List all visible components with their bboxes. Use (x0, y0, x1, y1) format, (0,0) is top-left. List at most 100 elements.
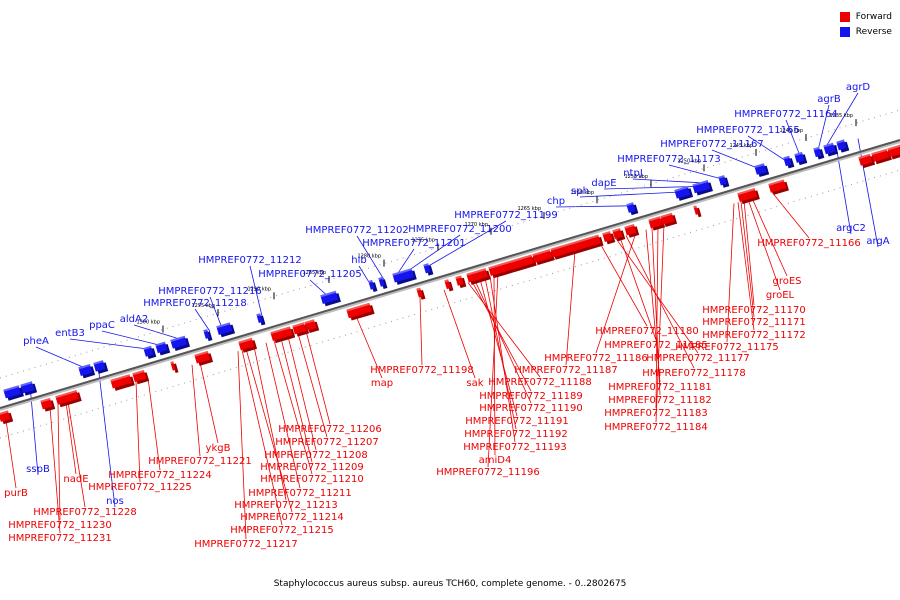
leader-line (191, 364, 201, 457)
gene-label-hmpref0772-11188: HMPREF0772_11188 (488, 377, 591, 388)
gene-label-hmpref0772-11187: HMPREF0772_11187 (514, 365, 617, 376)
leader-line (555, 205, 633, 208)
gene-label-map: map (371, 378, 393, 389)
forward-gene-block (693, 205, 702, 218)
leader-line (479, 278, 518, 417)
forward-gene-block (532, 249, 555, 266)
leader-line (249, 265, 263, 317)
gene-label-hmpref0772-11165: HMPREF0772_11165 (696, 125, 799, 136)
leader-line (133, 324, 183, 341)
leader-line (65, 402, 77, 475)
leader-line (645, 229, 661, 383)
reverse-gene-block (378, 276, 388, 290)
forward-gene-block (858, 153, 876, 169)
leader-line (426, 220, 507, 268)
gene-label-alda2: aldA2 (120, 314, 148, 325)
gene-label-chp: chp (547, 196, 565, 207)
reverse-gene-block (718, 175, 730, 188)
reverse-gene-block (823, 142, 839, 157)
leader-line (619, 237, 657, 341)
gene-label-hmpref0772-11199: HMPREF0772_11199 (454, 210, 557, 221)
leader-line (209, 296, 223, 329)
leader-line (579, 191, 679, 198)
reverse-gene-block (754, 163, 770, 178)
gene-label-hmpref0772-11185: HMPREF0772_11185 (604, 340, 707, 351)
forward-gene-block (280, 326, 296, 341)
leader-line (265, 342, 301, 489)
leader-line (253, 346, 287, 501)
kbp-tick-label: 1260 kbp (570, 190, 594, 196)
leader-line (471, 281, 532, 392)
forward-gene-block (110, 374, 135, 391)
forward-gene-block (488, 260, 517, 279)
leader-line (785, 119, 801, 156)
gene-label-hmpref0772-11209: HMPREF0772_11209 (260, 462, 363, 473)
gene-label-hmpref0772-11189: HMPREF0772_11189 (479, 391, 582, 402)
leader-line (824, 92, 859, 149)
leader-line (67, 401, 86, 508)
gene-label-hmpref0772-11224: HMPREF0772_11224 (108, 470, 211, 481)
gene-label-hmpref0772-11205: HMPREF0772_11205 (258, 269, 361, 280)
kbp-tick-label: 1250 kbp (677, 158, 701, 164)
reverse-gene-block (794, 151, 808, 166)
gene-label-hmpref0772-11215: HMPREF0772_11215 (230, 525, 333, 536)
gene-label-phea: pheA (23, 336, 49, 347)
kbp-tick-label: 1290 kbp (247, 286, 271, 292)
gene-label-hmpref0772-11198: HMPREF0772_11198 (370, 365, 473, 376)
gene-label-hmpref0772-11177: HMPREF0772_11177 (646, 353, 749, 364)
gene-label-agrb: agrB (817, 94, 841, 105)
reverse-gene-block (93, 360, 109, 374)
legend-item-forward: Forward (839, 9, 892, 24)
leader-line (5, 420, 17, 489)
gene-label-hmpref0772-11180: HMPREF0772_11180 (595, 326, 698, 337)
legend-label-forward: Forward (855, 11, 892, 22)
gene-label-hmpref0772-11213: HMPREF0772_11213 (234, 500, 337, 511)
legend-item-reverse: Reverse (839, 24, 892, 39)
leader-line (655, 226, 659, 409)
forward-gene-block (648, 216, 666, 231)
kbp-tick-label: 1235 kbp (829, 113, 853, 119)
gene-label-hmpref0772-11221: HMPREF0772_11221 (148, 456, 251, 467)
gene-label-hmpref0772-11230: HMPREF0772_11230 (8, 520, 111, 531)
forward-gene-block (132, 369, 150, 385)
leader-line (467, 282, 541, 378)
gene-label-hmpref0772-11212: HMPREF0772_11212 (198, 255, 301, 266)
forward-swatch (839, 11, 850, 22)
kbp-tick-label: 1240 kbp (779, 128, 803, 134)
leader-line (135, 381, 141, 483)
gene-label-hmpref0772-11207: HMPREF0772_11207 (275, 437, 378, 448)
reverse-gene-block (813, 146, 825, 160)
legend-label-reverse: Reverse (855, 26, 892, 37)
gene-label-groel: groEL (766, 290, 795, 301)
leader-line (747, 199, 781, 291)
leader-line (356, 235, 385, 280)
reverse-gene-block (783, 155, 795, 169)
leader-line (395, 248, 415, 277)
leader-line (49, 407, 61, 534)
gene-label-ppac: ppaC (89, 320, 115, 331)
leader-line (241, 349, 283, 526)
leader-line (737, 202, 755, 331)
reverse-gene-block (170, 335, 191, 351)
reverse-gene-block (20, 381, 38, 396)
leader-line (603, 186, 698, 190)
leader-line (817, 104, 830, 151)
forward-gene-block (887, 144, 900, 160)
gene-label-ntpj: ntpJ (623, 168, 643, 179)
gene-label-hmpref0772-11172: HMPREF0772_11172 (702, 330, 805, 341)
leader-line (740, 201, 755, 318)
gene-label-hmpref0772-11208: HMPREF0772_11208 (264, 450, 367, 461)
leader-line (599, 243, 648, 327)
leader-line (632, 178, 709, 184)
legend: Forward Reverse (839, 9, 892, 39)
leader-line (484, 277, 517, 430)
leader-line (668, 164, 723, 180)
forward-gene-block (612, 228, 626, 242)
leader-line (287, 336, 317, 451)
leader-line (493, 274, 496, 456)
lower-guide-track (0, 169, 900, 439)
leader-line (711, 149, 759, 169)
gene-label-hmpref0772-11202: HMPREF0772_11202 (305, 225, 408, 236)
